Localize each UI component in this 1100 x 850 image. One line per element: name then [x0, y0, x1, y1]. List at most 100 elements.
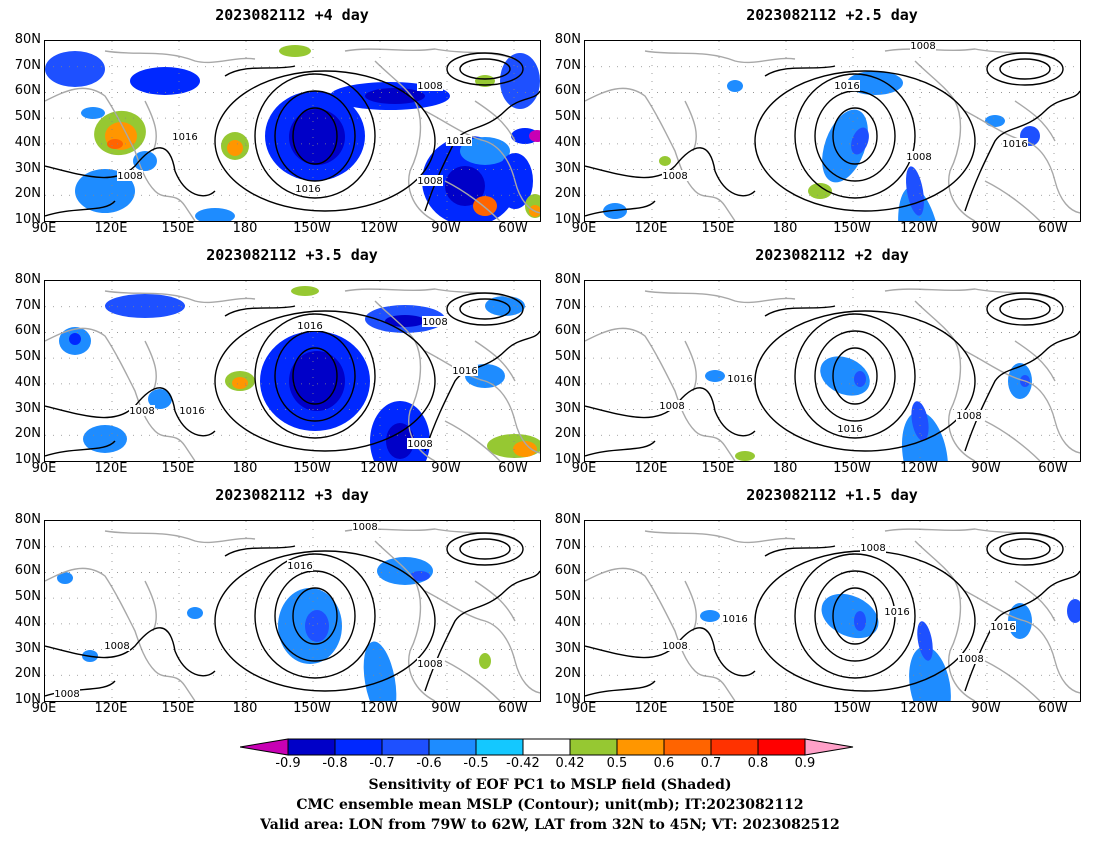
- coastline: [144, 340, 157, 392]
- contour-label-bg: [422, 316, 448, 327]
- lat-tick-label: 30N: [14, 160, 41, 176]
- contour-label-bg: [179, 405, 205, 416]
- contour-label-bg: [54, 688, 80, 699]
- lon-tick-label: 90E: [31, 221, 57, 236]
- mslp-contours: [585, 292, 1080, 457]
- panel-title-4: 2023082112 +2 day: [755, 246, 909, 264]
- lon-tick-label: 90W: [431, 221, 461, 236]
- mslp-contours: [585, 532, 1080, 697]
- coastline: [104, 290, 256, 304]
- isobar: [459, 298, 511, 320]
- shaded-area: [854, 371, 866, 387]
- map-panel: 1008 1016 1016 1008 1016 1008: [44, 40, 541, 222]
- colorbar-segment: [569, 738, 618, 756]
- lat-tick-label: 20N: [14, 666, 41, 682]
- lon-tick-label: 60W: [1038, 221, 1068, 236]
- contour-label-bg: [287, 560, 313, 571]
- contour-label-bg: [297, 320, 323, 331]
- coastline: [104, 50, 256, 64]
- panel-title-5: 2023082112 +3 day: [215, 486, 369, 504]
- lat-tick-label: 10N: [554, 212, 581, 227]
- isobar: [585, 440, 656, 457]
- shaded-area: [705, 370, 725, 382]
- lon-tick-label: 60W: [498, 461, 528, 476]
- isobar: [814, 330, 896, 422]
- contour-label: 1016: [990, 622, 1015, 633]
- coastlines: [45, 48, 540, 221]
- coastline: [374, 540, 436, 701]
- map-canvas: 1016 1008 1016 1008: [585, 281, 1080, 461]
- shaded-area: [69, 333, 81, 345]
- contour-label: 1008: [54, 689, 79, 700]
- contour-label: 1016: [295, 184, 320, 195]
- mslp-contours: [585, 52, 1080, 217]
- contour-labels: 1008 1016 1008 1016 1016 1008: [662, 542, 1016, 665]
- shaded-area: [386, 423, 414, 459]
- coastline: [644, 50, 796, 64]
- lat-tick-label: 70N: [554, 57, 581, 73]
- lon-tick-label: 90W: [971, 221, 1001, 236]
- map-panel: 1016 1008 1016 1008: [584, 280, 1081, 462]
- contour-label: 1008: [417, 81, 442, 92]
- contour-label: 1016: [297, 321, 322, 332]
- isobar: [754, 310, 976, 452]
- map-canvas: 1008 1016 1008 1016 1016 1008: [585, 521, 1080, 701]
- contour-labels: 1008 1016 1008 1016 1008: [662, 41, 1028, 182]
- shaded-area: [363, 641, 397, 701]
- isobar: [254, 73, 376, 199]
- shaded-area: [1067, 599, 1080, 623]
- lon-tick-label: 150E: [701, 701, 735, 716]
- contour-label: 1008: [422, 317, 447, 328]
- lat-tick-label: 20N: [14, 186, 41, 202]
- shaded-area: [195, 208, 235, 221]
- map-panel: 1008 1016 1008 1016 1016 1008: [584, 520, 1081, 702]
- shaded-area: [851, 127, 869, 155]
- map-canvas: 1008 1016 1008 1016 1008: [585, 41, 1080, 221]
- lat-tick-label: 80N: [554, 32, 581, 47]
- lat-tick-label: 50N: [14, 109, 41, 125]
- colorbar-tick-label: 0.8: [747, 756, 769, 771]
- contour-label-bg: [352, 521, 378, 532]
- lon-tick-label: 180: [232, 461, 258, 476]
- lat-tick-label: 10N: [14, 452, 41, 467]
- isobar: [459, 58, 511, 80]
- coastline: [984, 420, 1041, 461]
- shaded-area: [81, 107, 105, 119]
- lat-tick-label: 30N: [554, 160, 581, 176]
- mslp-contours: [45, 532, 540, 697]
- coastline: [984, 660, 1041, 701]
- lat-tick-label: 70N: [14, 537, 41, 553]
- contour-label-bg: [956, 410, 982, 421]
- shaded-area: [377, 557, 433, 585]
- lat-tick-label: 40N: [554, 374, 581, 390]
- shaded-area: [227, 140, 243, 156]
- lon-tick-label: 120W: [360, 461, 398, 476]
- lat-tick-label: 40N: [14, 374, 41, 390]
- coastline: [914, 300, 976, 461]
- shaded-area: [475, 75, 495, 87]
- shaded-area: [445, 166, 485, 206]
- lat-tick-label: 40N: [554, 134, 581, 150]
- shaded-area: [909, 646, 951, 701]
- coastline: [914, 60, 976, 221]
- lat-tick-label: 60N: [14, 83, 41, 99]
- isobar: [585, 680, 656, 697]
- lon-tick-label: 60W: [1038, 461, 1068, 476]
- coastline: [45, 327, 196, 461]
- contour-label: 1008: [417, 659, 442, 670]
- lon-tick-label: 150W: [833, 701, 871, 716]
- coastline: [644, 290, 796, 304]
- colorbar-tick-label: 0.9: [794, 756, 816, 771]
- contour-label: 1008: [910, 41, 935, 52]
- lat-tick-label: 20N: [14, 426, 41, 442]
- coastline: [344, 48, 516, 60]
- colorbar-tick-label: 0.5: [606, 756, 628, 771]
- contour-label: 1016: [446, 136, 471, 147]
- shaded-area: [820, 356, 870, 396]
- shaded-area: [700, 610, 720, 622]
- coastline: [144, 580, 157, 632]
- contour-label-bg: [834, 80, 860, 91]
- isobar: [764, 305, 836, 317]
- shaded-area: [911, 401, 929, 441]
- isobar: [45, 627, 216, 677]
